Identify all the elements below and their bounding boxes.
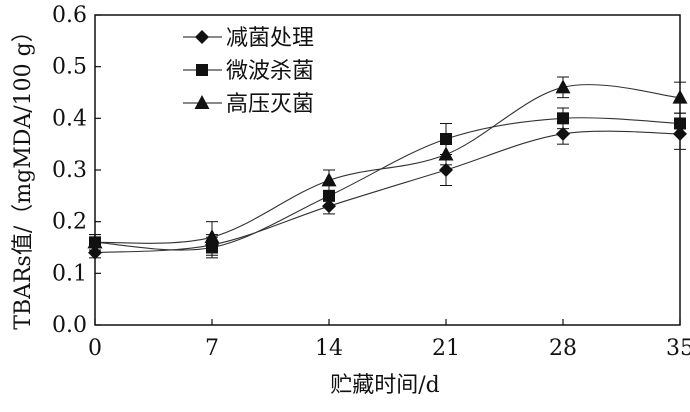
x-tick-label: 14 bbox=[315, 336, 343, 361]
data-point bbox=[87, 234, 103, 249]
data-markers bbox=[87, 79, 688, 260]
data-point bbox=[323, 189, 335, 202]
legend-label: 高压灭菌 bbox=[226, 92, 314, 117]
data-point bbox=[322, 199, 336, 214]
data-point bbox=[556, 126, 570, 141]
x-axis-ticks: 0 7 14 21 28 35 bbox=[88, 319, 690, 361]
series-line-2 bbox=[94, 84, 681, 244]
legend-marker bbox=[194, 95, 210, 109]
plot-frame bbox=[94, 14, 681, 326]
x-tick-label: 21 bbox=[432, 336, 460, 361]
data-point bbox=[557, 112, 569, 125]
data-point bbox=[674, 117, 686, 130]
y-axis-label: TBARs值/（mgMDA/100 g） bbox=[11, 20, 36, 329]
data-point bbox=[673, 126, 687, 141]
plot-border bbox=[94, 14, 681, 326]
data-point bbox=[439, 163, 453, 177]
data-point bbox=[672, 89, 688, 104]
x-tick-label: 35 bbox=[666, 336, 690, 361]
legend-label: 减菌处理 bbox=[226, 26, 314, 51]
x-tick-label: 28 bbox=[549, 336, 577, 361]
y-tick-label: 0.2 bbox=[52, 210, 87, 235]
legend-marker bbox=[196, 64, 208, 76]
x-tick-label: 7 bbox=[205, 336, 219, 361]
x-axis-label: 贮藏时间/d bbox=[330, 373, 440, 398]
series-line-1 bbox=[94, 117, 681, 251]
y-tick-label: 0.4 bbox=[52, 106, 87, 131]
data-point bbox=[555, 79, 571, 94]
data-point bbox=[438, 146, 454, 161]
data-point bbox=[204, 229, 220, 244]
series-line-0 bbox=[94, 130, 681, 254]
y-tick-label: 0.1 bbox=[52, 261, 87, 286]
data-point bbox=[321, 172, 337, 187]
data-point bbox=[440, 133, 452, 145]
y-tick-label: 0.0 bbox=[52, 313, 87, 338]
y-tick-label: 0.5 bbox=[52, 55, 87, 80]
data-point bbox=[88, 245, 102, 260]
data-point bbox=[206, 241, 218, 254]
legend-label: 微波杀菌 bbox=[226, 59, 314, 84]
y-axis-ticks: 0.0 0.1 0.2 0.3 0.4 0.5 0.6 bbox=[52, 3, 101, 338]
y-tick-label: 0.3 bbox=[52, 158, 87, 183]
series-curves bbox=[94, 84, 681, 254]
y-tick-label: 0.6 bbox=[52, 3, 87, 28]
legend-marker bbox=[195, 30, 209, 44]
x-tick-label: 0 bbox=[88, 336, 102, 361]
error-bars bbox=[89, 76, 686, 259]
